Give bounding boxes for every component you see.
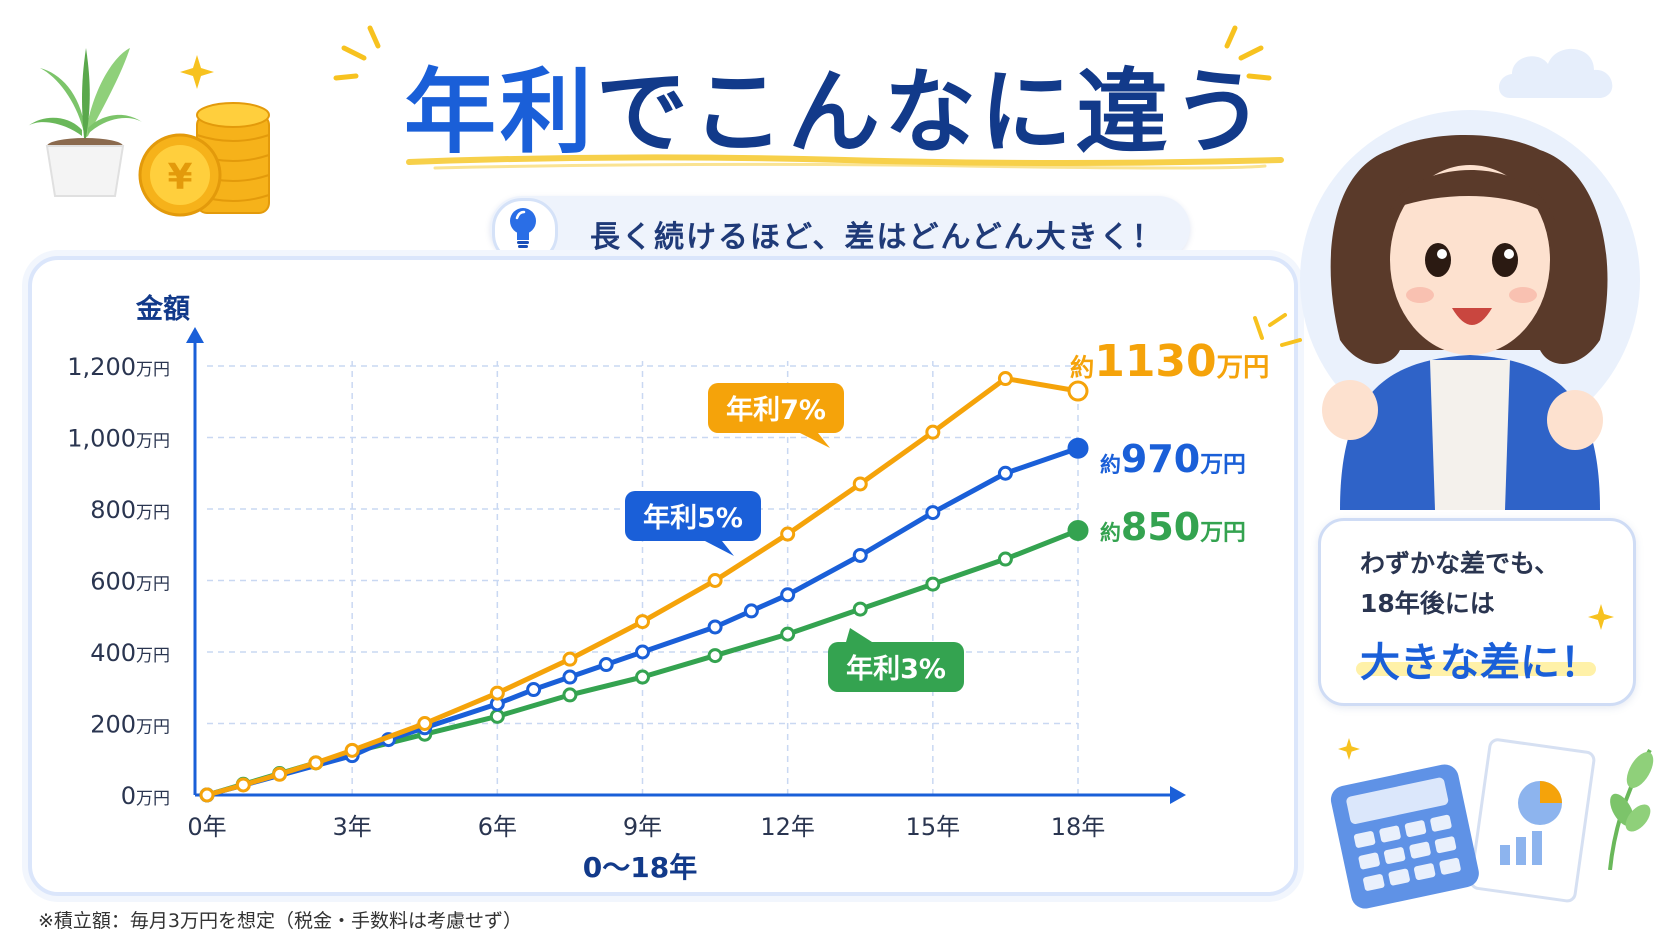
sparkle-icon <box>1338 738 1360 760</box>
y-tick-label: 600万円 <box>90 568 170 596</box>
data-point <box>489 685 505 701</box>
leaf-icon <box>1608 748 1654 870</box>
subtitle-pill <box>490 196 1190 260</box>
sparkle-lines <box>1253 313 1302 347</box>
sparkle-icon <box>1588 604 1614 630</box>
data-point <box>780 626 796 642</box>
x-tick-label: 9年 <box>623 813 662 841</box>
title-rest: でこんなに違う <box>596 59 1269 166</box>
series-tag <box>708 383 844 433</box>
burst-right-icon <box>1224 25 1272 81</box>
page-title: 年利でこんなに違う <box>0 38 1672 171</box>
data-point <box>925 576 941 592</box>
data-point <box>1067 437 1089 459</box>
data-point <box>780 587 796 603</box>
svg-text:¥: ¥ <box>167 157 192 198</box>
data-point <box>272 766 288 782</box>
x-tick-label: 12年 <box>760 813 815 841</box>
data-point <box>997 371 1013 387</box>
data-point <box>526 682 542 698</box>
x-tick-label: 6年 <box>478 813 517 841</box>
bubble-emphasis: 大きな差に！ <box>1360 640 1600 686</box>
series-tag-pointer <box>800 433 830 448</box>
data-point <box>925 505 941 521</box>
data-point <box>1067 519 1089 541</box>
series-line <box>204 445 1081 798</box>
data-point <box>997 465 1013 481</box>
data-point <box>308 755 324 771</box>
light-bulb-icon <box>510 208 536 248</box>
end-value-label: 約1130万円 <box>1070 336 1269 387</box>
data-point <box>417 716 433 731</box>
data-point <box>562 651 578 667</box>
x-axis-arrow <box>1170 786 1186 804</box>
plant-icon <box>28 48 142 197</box>
yen-coin-icon: ¥ <box>138 102 270 217</box>
x-axis-title: 0〜18年 <box>583 851 697 884</box>
calculator-icon <box>1330 764 1479 909</box>
x-tick-label: 18年 <box>1051 813 1106 841</box>
series-tag-pointer <box>846 628 872 642</box>
data-point <box>199 787 215 803</box>
bubble-highlight <box>1356 662 1596 676</box>
data-point <box>635 644 650 660</box>
y-tick-label: 200万円 <box>90 711 170 739</box>
data-point <box>635 669 650 685</box>
series-tag-label: 年利7% <box>726 394 826 426</box>
data-point <box>489 708 505 724</box>
y-tick-label: 800万円 <box>90 496 170 524</box>
subtitle: 長く続けるほど、差はどんどん大きく！ <box>590 220 1164 255</box>
series-tag-label: 年利3% <box>846 653 946 685</box>
data-point <box>852 601 868 617</box>
data-point <box>780 526 796 542</box>
title-highlight: 年利 <box>403 59 596 166</box>
sparkle-icon <box>180 55 214 89</box>
bubble-line-1: わずかな差でも、 <box>1360 549 1560 578</box>
data-point <box>235 777 251 793</box>
data-point <box>562 687 578 703</box>
y-tick-label: 0万円 <box>121 782 170 810</box>
data-point <box>707 648 723 664</box>
series-tag <box>828 642 964 692</box>
data-point <box>997 551 1013 567</box>
cloud-icon <box>1498 48 1613 98</box>
report-icon <box>1470 738 1596 903</box>
y-tick-label: 400万円 <box>90 639 170 667</box>
end-value-label: 約850万円 <box>1100 505 1246 549</box>
woman-illustration <box>1300 110 1640 510</box>
x-tick-label: 15年 <box>906 813 961 841</box>
bubble-line-2: 18年後には <box>1360 589 1495 618</box>
y-axis-arrow <box>186 327 204 343</box>
y-tick-label: 1,000万円 <box>67 425 170 453</box>
data-point <box>562 669 578 685</box>
data-point <box>635 614 650 630</box>
data-point <box>598 657 614 673</box>
y-axis-title: 金額 <box>135 293 190 325</box>
data-point <box>707 573 723 588</box>
data-point <box>1067 380 1089 402</box>
data-point <box>707 619 723 635</box>
end-value-label: 約970万円 <box>1100 437 1246 481</box>
footnote: ※積立額：毎月3万円を想定（税金・手数料は考慮せず） <box>38 910 523 932</box>
series-tag-pointer <box>705 541 734 556</box>
series-tag <box>625 491 761 541</box>
data-point <box>852 547 868 563</box>
x-tick-label: 0年 <box>187 813 226 841</box>
data-point <box>925 424 941 440</box>
data-point <box>852 476 868 492</box>
series-tag-label: 年利5% <box>643 502 743 534</box>
title-underline <box>406 154 1284 170</box>
data-point <box>344 742 360 758</box>
burst-left-icon <box>333 25 381 81</box>
x-tick-label: 3年 <box>333 813 372 841</box>
y-tick-label: 1,200万円 <box>67 353 170 381</box>
data-point <box>743 603 759 619</box>
